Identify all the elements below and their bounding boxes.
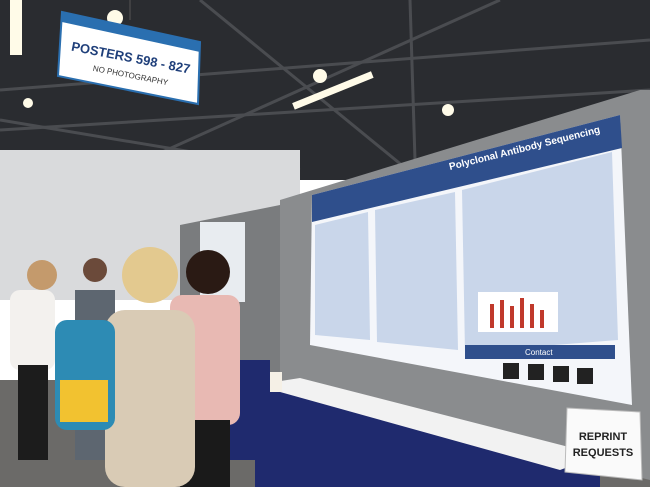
- people: [10, 247, 240, 487]
- ceiling-lights: [10, 0, 454, 116]
- poster-chart-bars: [490, 298, 544, 328]
- contact-bar: [465, 345, 615, 359]
- reprint-line: REPRINT: [579, 431, 628, 443]
- cup: [268, 372, 282, 392]
- table-top: [255, 378, 600, 470]
- hanging-sign-band: [62, 12, 200, 52]
- poster-header: [312, 115, 622, 222]
- contact-label: Contact: [525, 348, 553, 357]
- qr-codes: [503, 363, 593, 384]
- reprint-line: REQUESTS: [573, 447, 634, 459]
- reprint-sign: [564, 407, 643, 481]
